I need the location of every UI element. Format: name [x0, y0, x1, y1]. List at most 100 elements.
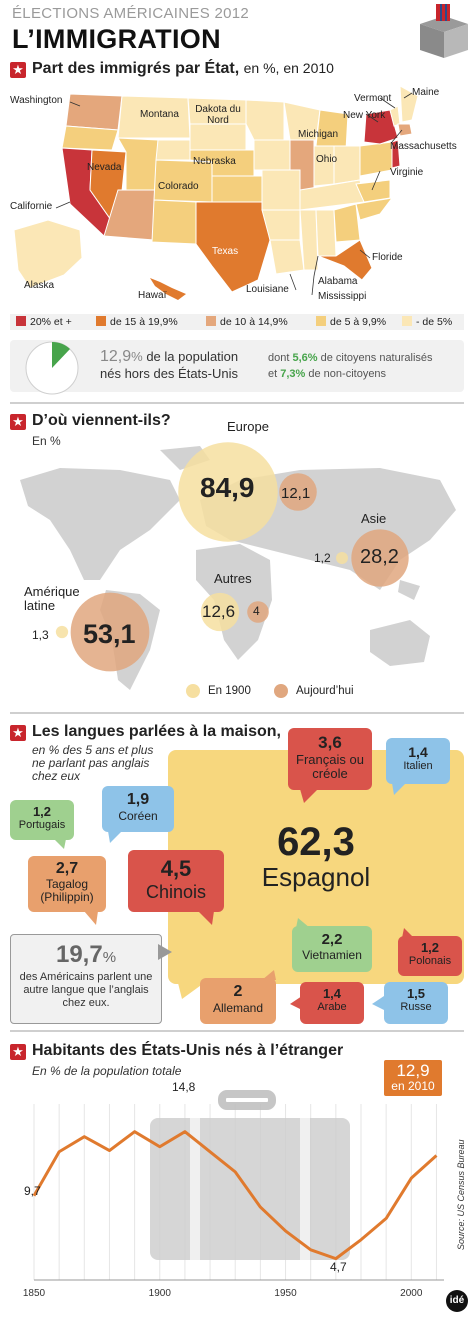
bubble-1900-2: [200, 592, 240, 632]
logo: idé: [446, 1290, 468, 1312]
state-alabama: [315, 209, 337, 257]
x-tick-label: 1950: [274, 1288, 297, 1299]
bubble-1900-3: [55, 625, 69, 639]
state-massachusetts: [397, 123, 413, 137]
bubble-russe: 1,5 Russe: [384, 982, 448, 1024]
state-floride: [317, 239, 373, 281]
x-tick-label: 2000: [400, 1288, 423, 1299]
bubble-italien: 1,4 Italien: [386, 738, 450, 784]
x-tick-label: 1900: [149, 1288, 172, 1299]
bubble-chinois: 4,5 Chinois: [128, 850, 224, 912]
label-hawai: Hawaï: [138, 290, 167, 301]
legend-swatch: [206, 316, 216, 326]
label-louisiane: Louisiane: [246, 284, 289, 295]
bubble-coreen: 1,9 Coréen: [102, 786, 174, 832]
star-icon: ★: [10, 1044, 26, 1060]
bubble-tail: [262, 970, 276, 980]
bubble-tail: [372, 996, 384, 1010]
state-missouri: [261, 169, 301, 211]
chart-x-axis: 1850 1900 1950 2000: [23, 1279, 444, 1299]
bubble-tail: [108, 831, 122, 843]
state-minnesota: [245, 99, 285, 141]
legend-swatch: [16, 316, 26, 326]
label-floride: Floride: [372, 252, 403, 263]
continent-north-america: [20, 468, 180, 580]
us-map: [13, 85, 419, 300]
label-alaska: Alaska: [24, 280, 55, 291]
pie-icon: [25, 341, 79, 395]
summary-noncitizen: et 7,3% de non-citoyens: [268, 368, 387, 380]
label-dakota-nord: Dakota du Nord: [195, 104, 241, 126]
bubble-layer: [55, 442, 409, 672]
label-vermont: Vermont: [354, 93, 392, 104]
note-box: 19,7% des Américains parlent une autre l…: [10, 934, 162, 1024]
state-kansas: [211, 175, 263, 203]
legend-swatch: [402, 316, 412, 326]
state-pennsylvanie: [359, 141, 393, 177]
star-icon: ★: [10, 62, 26, 78]
star-icon: ★: [10, 414, 26, 430]
section1-heading: Part des immigrés par État, en %, en 201…: [32, 60, 334, 78]
divider: [10, 712, 464, 714]
note-text: des Américains parlent une autre langue …: [19, 971, 153, 1009]
bubble-today-0: [279, 473, 317, 511]
label-michigan: Michigan: [298, 129, 339, 140]
bubble-tail: [392, 783, 406, 795]
state-mississippi: [299, 209, 319, 271]
label-new-york: New York: [343, 110, 386, 121]
state-wisconsin: [283, 101, 321, 141]
section1-title: Part des immigrés par État,: [32, 60, 240, 77]
bubble-tail: [178, 983, 204, 999]
label-california: Californie: [10, 201, 53, 212]
state-washington: [65, 93, 123, 131]
callout-2010: 12,9 en 2010: [384, 1060, 442, 1096]
source: Source: US Census Bureau: [456, 1139, 466, 1250]
region-name-asie: Asie: [361, 511, 387, 526]
x-tick-label: 1850: [23, 1288, 46, 1299]
label-washington: Washington: [10, 95, 63, 106]
section4-sub: En % de la population totale: [32, 1064, 182, 1078]
bubble-tagalog: 2,7 Tagalog (Philippin): [28, 856, 106, 912]
state-louisiane: [269, 239, 305, 275]
bubble-portugais: 1,2 Portugais: [10, 800, 74, 840]
bubble-today-1: [351, 529, 409, 587]
bubble-allemand: 2 Allemand: [200, 978, 276, 1024]
label-ohio: Ohio: [316, 154, 338, 165]
divider: [10, 1030, 464, 1032]
bubble-tail: [158, 944, 172, 960]
value-autres-1900: 12,6: [202, 602, 236, 621]
label-mississippi: Mississippi: [318, 291, 367, 302]
state-indiana: [313, 145, 335, 187]
bubble-1900-1: [336, 552, 348, 564]
region-name-amerique: Amérique latine: [24, 584, 80, 613]
bubble-tail: [290, 996, 302, 1010]
callout-year: en 2010: [391, 1079, 435, 1093]
line-chart: 1850 1900 1950 2000: [23, 1090, 444, 1299]
callout-value: 12,9: [396, 1061, 430, 1080]
state-wyoming: [155, 139, 191, 161]
bubble-today-2: [247, 601, 269, 623]
bubble-tail: [84, 911, 98, 925]
summary-value: 12,9: [100, 348, 132, 365]
summary-naturalized: dont 5,6% de citoyens naturalisés: [268, 352, 433, 364]
summary-line2: nés hors des États-Unis: [100, 366, 239, 381]
summary-band: [10, 340, 464, 392]
map-legend: 20% et + de 15 à 19,9% de 10 à 14,9% de …: [10, 314, 464, 330]
divider: [10, 402, 464, 404]
bubble-tail: [402, 928, 414, 938]
section3-title: Les langues parlées à la maison,: [32, 723, 281, 740]
ballot-box-icon: [420, 4, 468, 58]
label-peak: 14,8: [172, 1080, 196, 1094]
state-oregon: [61, 125, 119, 151]
label-montana: Montana: [140, 109, 179, 120]
bubble-tail: [296, 918, 310, 928]
label-alabama: Alabama: [318, 276, 358, 287]
section2-unit: En %: [32, 434, 61, 448]
state-maine: [399, 85, 419, 123]
name-espagnol: Espagnol: [261, 862, 371, 892]
label-nebraska: Nebraska: [193, 156, 236, 167]
legend-1900: En 1900: [208, 685, 251, 697]
continent-australia: [370, 620, 430, 666]
state-caroline: [355, 197, 394, 221]
